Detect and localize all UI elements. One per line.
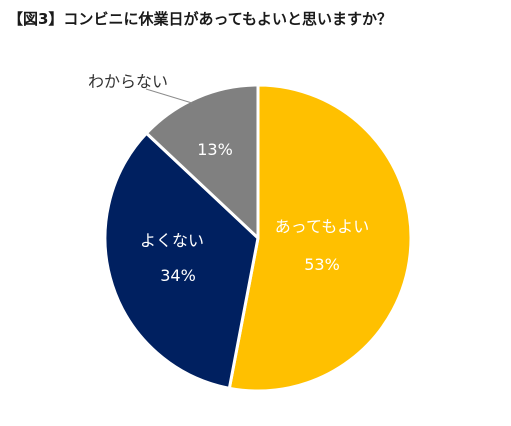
slice-name-label: あってもよい xyxy=(275,217,369,236)
chart-title: 【図3】コンビニに休業日があってもよいと思いますか？ xyxy=(8,10,392,28)
leader-line xyxy=(145,88,193,104)
slice-name-label: よくない xyxy=(140,231,204,250)
pie-labels: あってもよい 53% よくない 34% わからない 13% xyxy=(88,72,369,285)
pie-slices xyxy=(103,83,413,393)
slice-value-label: 13% xyxy=(197,140,233,159)
slice-value-label: 53% xyxy=(304,255,340,274)
slice-name-label: わからない xyxy=(88,72,168,91)
pie-slice xyxy=(227,83,413,393)
pie-slice xyxy=(144,83,260,240)
slice-value-label: 34% xyxy=(160,266,196,285)
pie-slice xyxy=(103,131,260,390)
